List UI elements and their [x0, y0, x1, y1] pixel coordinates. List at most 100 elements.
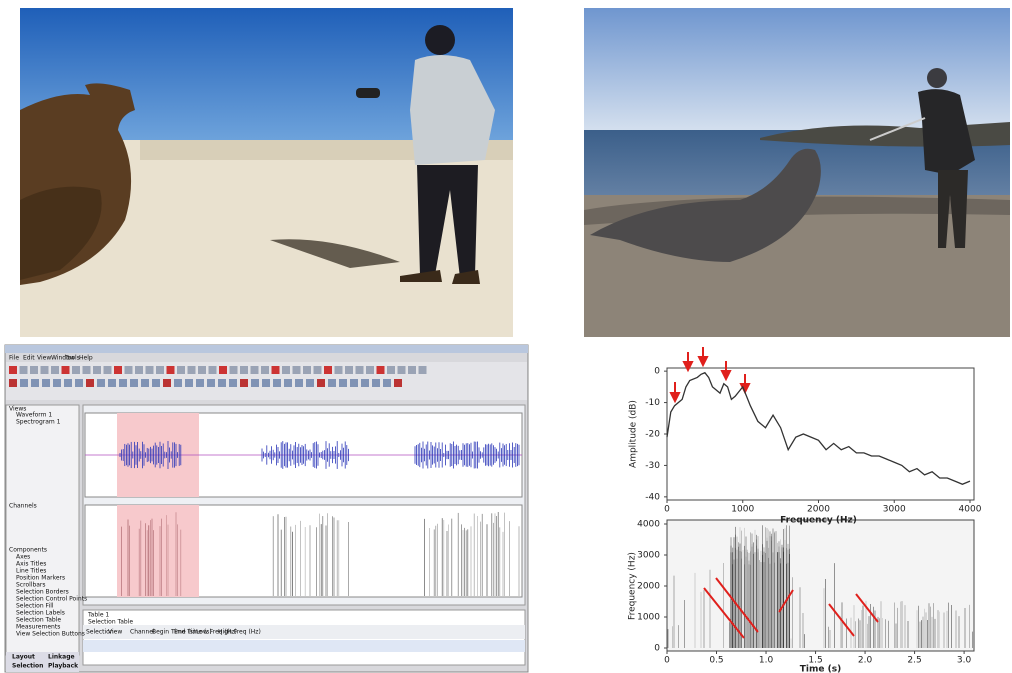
toolbar-button — [196, 379, 204, 387]
toolbar-button — [387, 366, 395, 374]
y-tick-label: -30 — [645, 461, 660, 471]
toolbar-button — [350, 379, 358, 387]
toolbar-button — [174, 379, 182, 387]
toolbar-button — [262, 379, 270, 387]
component-item: Line Titles — [16, 568, 46, 575]
menu-item: Help — [79, 355, 93, 362]
menu-item: File — [9, 355, 19, 362]
toolbar-button — [188, 366, 196, 374]
toolbar-button — [314, 366, 322, 374]
toolbar-button — [75, 379, 83, 387]
y-tick-label: 0 — [654, 367, 660, 377]
toolbar-button — [125, 366, 133, 374]
toolbar-button — [273, 379, 281, 387]
figure: FileEditViewWindowToolsHelpViewsWaveform… — [0, 0, 1012, 673]
toolbar-button — [93, 366, 101, 374]
toolbar-button — [53, 379, 61, 387]
y-axis-label: Frequency (Hz) — [628, 552, 638, 620]
menu-item: View — [37, 355, 51, 362]
y-tick-label: -10 — [645, 398, 660, 408]
component-item: Selection Control Points — [16, 596, 87, 603]
toolbar-button — [366, 366, 374, 374]
toolbar-button — [398, 366, 406, 374]
x-tick-label: 2.0 — [858, 656, 873, 666]
toolbar-button — [293, 366, 301, 374]
toolbar-button — [328, 379, 336, 387]
toolbar-button — [9, 366, 17, 374]
toolbar-button — [198, 366, 206, 374]
toolbar-button — [295, 379, 303, 387]
toolbar-button — [394, 379, 402, 387]
toolbar-button — [152, 379, 160, 387]
toolbar-button — [30, 366, 38, 374]
toolbar-button — [251, 379, 259, 387]
component-item: Axis Titles — [16, 561, 46, 568]
menu-item: Tools — [64, 355, 80, 362]
table-header: View — [108, 629, 122, 636]
x-tick-label: 0.5 — [709, 656, 723, 666]
sidebar-label: Components — [9, 547, 47, 554]
y-tick-label: 4000 — [637, 520, 660, 530]
component-item: Selection Table — [16, 617, 61, 624]
toolbar-button — [219, 366, 227, 374]
toolbar-button — [240, 366, 248, 374]
component-item: Measurements — [16, 624, 60, 631]
toolbar-button — [272, 366, 280, 374]
toolbar-button — [163, 379, 171, 387]
toolbar-button — [251, 366, 259, 374]
y-tick-label: -40 — [645, 492, 660, 502]
x-tick-label: 1000 — [731, 505, 754, 515]
toolbar-button — [20, 379, 28, 387]
toolbar-button — [97, 379, 105, 387]
toolbar-button — [72, 366, 80, 374]
sidebar-label: Waveform 1 — [16, 412, 52, 419]
spectrum-line — [667, 373, 970, 485]
toolbar-button — [317, 379, 325, 387]
toolbar-button — [377, 366, 385, 374]
toolbar-button — [339, 379, 347, 387]
photo-beach-recording — [20, 8, 513, 337]
toolbar-button — [419, 366, 427, 374]
toolbar-button — [119, 379, 127, 387]
x-axis-label: Time (s) — [800, 665, 841, 673]
x-tick-label: 2.5 — [907, 656, 921, 666]
toolbar-button — [146, 366, 154, 374]
toolbar-button — [62, 366, 70, 374]
toolbar-button — [135, 366, 143, 374]
x-tick-label: 2000 — [807, 505, 830, 515]
toolbar-button — [167, 366, 175, 374]
table-title: Selection Table — [88, 619, 133, 626]
toolbar-button — [345, 366, 353, 374]
panel-tab: Selection — [12, 663, 43, 670]
x-tick-label: 3000 — [883, 505, 906, 515]
toolbar-button — [86, 379, 94, 387]
toolbar-button — [361, 379, 369, 387]
panel-tab: Playback — [48, 663, 79, 670]
toolbar-button — [303, 366, 311, 374]
y-axis-label: Amplitude (dB) — [629, 400, 639, 468]
toolbar-button — [141, 379, 149, 387]
panel-tab: Linkage — [48, 654, 75, 661]
toolbar-button — [229, 379, 237, 387]
component-item: View Selection Buttons — [16, 631, 85, 638]
toolbar-button — [42, 379, 50, 387]
y-tick-label: 2000 — [637, 582, 660, 592]
y-tick-label: 1000 — [637, 613, 660, 623]
sidebar-label: Spectrogram 1 — [16, 419, 61, 426]
component-item: Position Markers — [16, 575, 65, 582]
toolbar-button — [218, 379, 226, 387]
toolbar-button — [64, 379, 72, 387]
toolbar-button — [372, 379, 380, 387]
plot-frame — [667, 520, 974, 651]
x-tick-label: 0 — [664, 656, 670, 666]
toolbar-button — [230, 366, 238, 374]
component-item: Selection Borders — [16, 589, 69, 596]
toolbar-button — [383, 379, 391, 387]
x-tick-label: 3.0 — [957, 656, 972, 666]
panel-tab: Layout — [12, 654, 35, 661]
y-tick-label: -20 — [645, 430, 660, 440]
toolbar-button — [114, 366, 122, 374]
toolbar-button — [104, 366, 112, 374]
toolbar-button — [51, 366, 59, 374]
